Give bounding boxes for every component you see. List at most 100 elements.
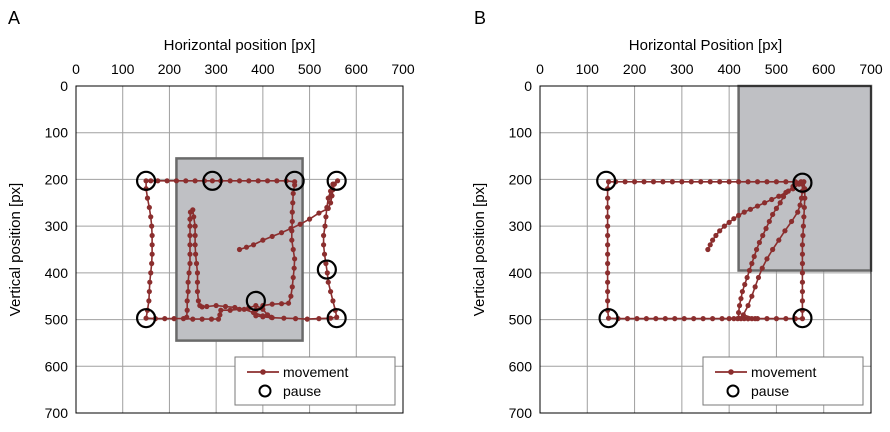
movement-point — [605, 298, 611, 304]
pause-marker — [202, 170, 223, 191]
movement-point — [760, 232, 766, 239]
movement-point — [709, 316, 716, 322]
x-tick-label: 600 — [345, 61, 369, 77]
x-tick-label: 600 — [812, 61, 836, 77]
movement-point — [291, 265, 297, 271]
y-tick-label: 100 — [45, 125, 69, 141]
movement-point — [187, 260, 193, 267]
movement-point — [754, 179, 761, 185]
x-tick-label: 400 — [717, 61, 741, 77]
movement-point — [634, 316, 640, 322]
movement-point — [746, 267, 753, 274]
x-tick-label: 0 — [72, 61, 80, 77]
movement-point — [800, 232, 806, 239]
movement-point — [190, 316, 196, 322]
movement-point — [742, 281, 748, 288]
movement-point — [325, 279, 331, 285]
pause-marker — [792, 172, 813, 193]
movement-point — [755, 274, 762, 281]
movement-point — [753, 246, 760, 253]
x-tick-label: 700 — [391, 61, 415, 77]
pause-marker — [792, 308, 813, 329]
movement-point — [232, 304, 238, 311]
movement-point — [605, 270, 611, 276]
movement-point — [764, 256, 770, 262]
legend-pause-label: pause — [283, 383, 321, 399]
movement-point — [288, 293, 294, 299]
y-tick-label: 500 — [45, 312, 69, 328]
y-tick-label: 300 — [45, 218, 69, 234]
movement-point — [736, 302, 743, 309]
movement-point — [605, 315, 612, 321]
movement-point — [260, 313, 266, 319]
movement-point — [773, 316, 780, 322]
chart-panel-a: A Horizontal position [px] Vertical positi… — [7, 8, 415, 421]
movement-point — [324, 204, 330, 211]
movement-point — [764, 316, 770, 322]
legend: movement pause — [702, 356, 864, 406]
movement-point — [752, 316, 758, 322]
movement-point — [250, 242, 257, 248]
movement-point — [660, 179, 666, 185]
movement-point — [250, 309, 257, 316]
movement-point — [184, 298, 190, 304]
movement-point — [334, 314, 340, 320]
movement-point — [147, 279, 153, 285]
movement-point — [631, 179, 638, 185]
movement-point — [292, 316, 299, 322]
movement-point — [799, 316, 806, 322]
movement-point — [799, 298, 806, 304]
plot-frame — [539, 85, 872, 414]
movement-point — [783, 316, 789, 322]
movement-point — [236, 246, 243, 253]
movement-point — [320, 232, 327, 239]
movement-point — [297, 221, 303, 227]
x-axis-title: Horizontal position [px] — [164, 37, 316, 54]
movement-point — [777, 200, 783, 206]
movement-point — [192, 251, 199, 257]
legend: movement pause — [234, 356, 396, 406]
movement-point — [605, 204, 611, 211]
movement-point — [726, 179, 732, 185]
y-tick-label: 700 — [45, 405, 69, 421]
movement-point — [185, 279, 191, 285]
movement-point — [316, 316, 322, 322]
movement-point — [192, 178, 198, 184]
movement-point — [713, 232, 719, 239]
legend-movement-marker — [728, 369, 734, 375]
movement-point — [187, 251, 193, 257]
movement-point — [260, 237, 266, 243]
movement-point — [323, 260, 329, 267]
movement-point — [289, 209, 295, 215]
movement-point — [330, 298, 336, 304]
movement-point — [756, 239, 763, 246]
movement-point — [776, 237, 782, 243]
chart-panel-b: B Horizontal Position [px] Vertical positi… — [471, 8, 883, 421]
movement-point — [278, 301, 285, 307]
panel-label: B — [474, 8, 486, 28]
legend-movement-label: movement — [283, 364, 348, 380]
movement-point — [773, 179, 780, 185]
movement-point — [751, 253, 757, 260]
pause-marker — [598, 308, 619, 329]
movement-point — [323, 214, 329, 220]
movement-point — [736, 179, 742, 185]
movement-point — [653, 316, 659, 322]
movement-point — [726, 219, 732, 226]
movement-point — [192, 232, 198, 239]
x-tick-label: 200 — [623, 61, 647, 77]
movement-point — [236, 178, 243, 184]
movement-point — [770, 211, 776, 218]
movement-point — [218, 307, 224, 313]
movement-point — [744, 274, 750, 281]
movement-point — [745, 302, 751, 309]
movement-point — [691, 316, 697, 322]
movement-point — [719, 316, 725, 322]
movement-point — [243, 244, 250, 250]
movement-point — [236, 306, 243, 312]
movement-point — [204, 303, 210, 310]
movement-point — [274, 178, 280, 184]
x-axis-title: Horizontal Position [px] — [629, 37, 782, 54]
legend-box — [234, 356, 396, 406]
